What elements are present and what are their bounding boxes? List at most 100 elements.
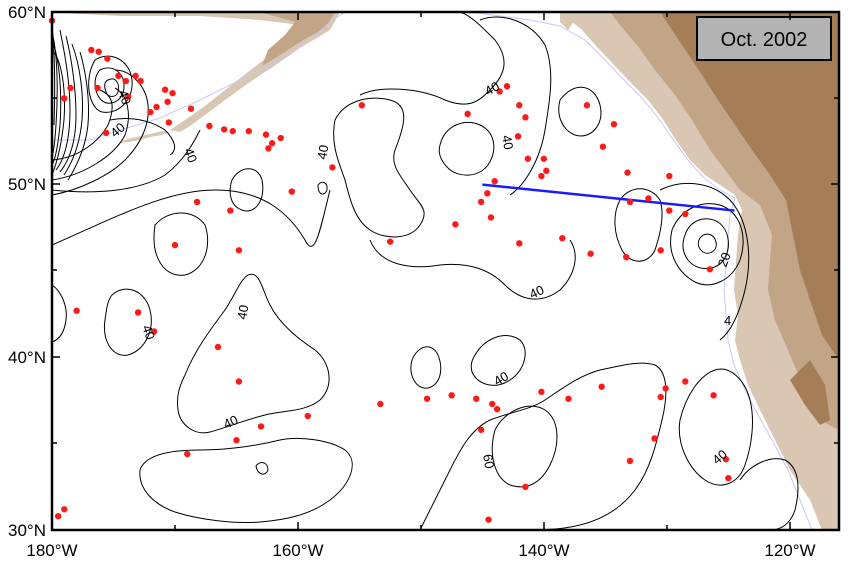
station-marker: [386, 238, 394, 245]
contour-lines: [52, 12, 799, 530]
station-marker: [493, 405, 501, 413]
station-marker: [104, 55, 111, 62]
lon-tick-label: 160°W: [272, 541, 323, 560]
station-marker: [522, 114, 529, 121]
lat-tick-label: 60°N: [8, 3, 46, 22]
station-marker: [358, 102, 366, 109]
station-marker: [187, 105, 195, 112]
station-marker: [503, 83, 511, 90]
station-marker: [235, 247, 243, 254]
lon-tick-label: 120°W: [764, 541, 815, 560]
contour-label: 40: [499, 134, 516, 151]
date-label-box: Oct. 2002: [696, 16, 832, 61]
station-marker: [115, 72, 122, 80]
station-marker: [54, 512, 62, 520]
station-marker: [153, 103, 160, 111]
station-marker: [624, 169, 631, 176]
station-marker: [277, 134, 284, 142]
contour-label: 40: [314, 144, 331, 161]
station-marker: [67, 84, 74, 92]
station-marker: [61, 95, 68, 102]
contour-label: 40: [115, 88, 134, 107]
station-marker: [73, 307, 80, 314]
station-marker: [265, 145, 272, 152]
station-marker: [329, 164, 336, 171]
station-marker: [193, 198, 201, 206]
station-marker: [169, 89, 176, 97]
station-marker: [496, 88, 503, 95]
station-marker: [682, 210, 689, 218]
station-marker: [725, 475, 732, 482]
lon-tick-label: 180°W: [26, 541, 77, 560]
station-marker: [538, 388, 545, 396]
station-marker: [304, 412, 311, 420]
station-marker: [524, 155, 532, 162]
station-marker: [288, 188, 295, 195]
station-marker: [491, 178, 498, 185]
station-marker: [645, 195, 652, 202]
tick-marks: [52, 12, 839, 530]
station-marker: [150, 328, 158, 335]
station-marker: [94, 84, 101, 92]
station-marker: [125, 93, 132, 100]
station-marker: [514, 133, 522, 140]
station-marker: [516, 240, 523, 247]
station-marker: [516, 102, 523, 109]
station-marker: [626, 198, 634, 206]
contour-label: 40: [527, 282, 546, 302]
station-marker: [473, 395, 480, 402]
lon-tick-label: 140°W: [518, 541, 569, 560]
contour-value-labels: 40 40 40 40 40 40 40 40 40 40 60 20 4 40…: [107, 78, 733, 469]
station-marker: [134, 309, 142, 316]
contour-label: 60: [480, 453, 497, 470]
station-marker: [489, 400, 496, 408]
station-marker: [88, 46, 95, 54]
station-marker: [657, 247, 664, 254]
station-marker: [233, 437, 240, 444]
station-marker: [538, 172, 545, 180]
station-marker: [262, 131, 270, 138]
station-marker: [623, 253, 630, 261]
station-marker: [477, 198, 485, 206]
station-marker: [214, 343, 222, 351]
station-marker: [235, 378, 243, 385]
station-markers: [48, 17, 732, 523]
bc-islands: [560, 12, 585, 30]
station-marker: [377, 400, 384, 408]
station-marker: [626, 457, 634, 465]
land-highlands-sierra: [790, 360, 830, 425]
station-marker: [147, 108, 154, 116]
contour-label: 20: [715, 250, 734, 269]
station-marker: [666, 172, 673, 180]
station-marker: [227, 207, 234, 214]
station-marker: [164, 98, 171, 105]
contour-label: 40: [221, 412, 240, 432]
station-marker: [268, 140, 276, 147]
contour-label: 40: [234, 304, 251, 321]
station-marker: [543, 167, 550, 175]
station-marker: [598, 383, 605, 390]
station-marker: [95, 48, 102, 55]
station-marker: [484, 190, 491, 197]
station-marker: [220, 126, 228, 133]
station-marker: [666, 207, 673, 214]
station-marker: [662, 385, 669, 392]
station-marker: [464, 110, 471, 118]
station-marker: [565, 395, 572, 402]
station-marker: [583, 102, 591, 109]
station-marker: [171, 241, 179, 249]
station-marker: [61, 506, 68, 513]
contour-label: 40: [482, 78, 502, 98]
section-line: [482, 183, 735, 212]
map-frame: [50, 10, 841, 532]
land-highlands: [660, 12, 839, 360]
station-marker: [710, 392, 717, 399]
lat-tick-label: 40°N: [8, 348, 46, 367]
station-marker: [206, 122, 213, 130]
station-marker: [522, 483, 529, 491]
station-marker: [610, 121, 618, 128]
station-marker: [651, 435, 658, 442]
station-marker: [599, 143, 607, 150]
station-marker: [448, 392, 455, 399]
